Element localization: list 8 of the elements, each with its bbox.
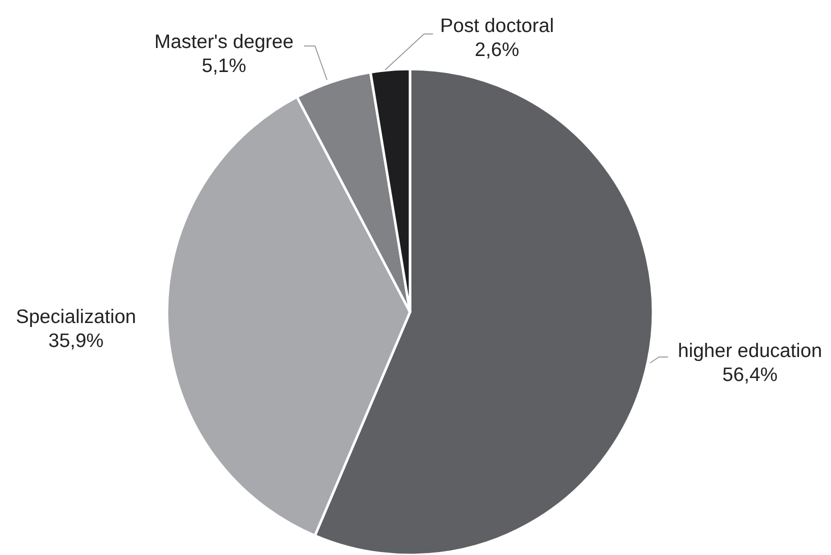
slice-label: Specialization xyxy=(16,306,136,328)
data-label: 2,6% xyxy=(474,39,520,61)
slice-label: higher education xyxy=(678,340,822,362)
data-label: 35,9% xyxy=(48,330,104,352)
slice-label: Master's degree xyxy=(154,31,294,53)
slice-label: Post doctoral xyxy=(440,15,554,37)
data-label: 56,4% xyxy=(722,364,778,386)
data-label: 5,1% xyxy=(202,55,246,77)
